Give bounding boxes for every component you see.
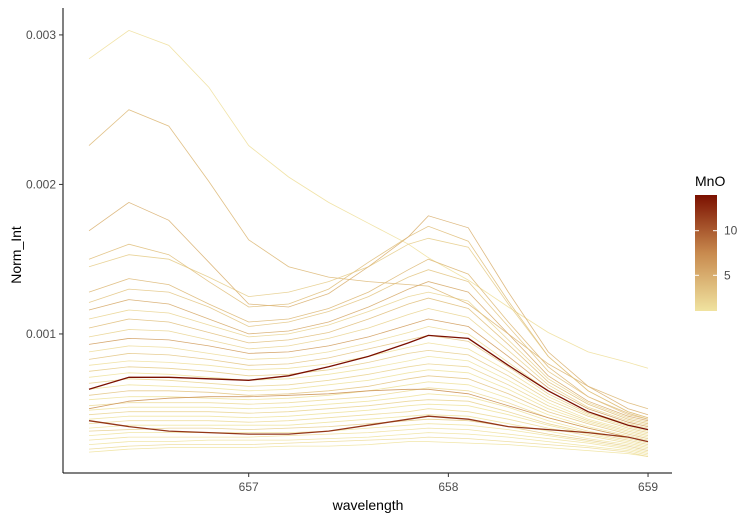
series-line-3 <box>88 225 649 419</box>
series-line-20 <box>88 375 649 439</box>
y-tick-label-1: 0.002 <box>26 177 56 191</box>
series-line-5 <box>88 258 649 420</box>
series-line-7 <box>88 281 649 422</box>
series-line-1 <box>88 109 649 410</box>
y-tick-label-0: 0.001 <box>26 327 56 341</box>
series-line-32 <box>88 427 649 454</box>
series-line-18 <box>88 363 649 436</box>
series-line-29 <box>88 414 649 450</box>
series-line-8 <box>88 291 649 423</box>
legend: MnO 5 10 <box>695 173 738 311</box>
series-line-17 <box>88 334 649 431</box>
x-tick-label-0: 657 <box>239 480 259 494</box>
series-line-15 <box>88 349 649 433</box>
series-line-10 <box>88 308 649 426</box>
series-line-26 <box>88 403 649 447</box>
series-lines <box>88 29 649 457</box>
series-line-9 <box>88 297 649 425</box>
x-tick-label-1: 658 <box>438 480 458 494</box>
series-line-28 <box>88 408 649 448</box>
x-axis-ticks: 657 658 659 <box>239 473 658 494</box>
series-line-0 <box>88 29 649 369</box>
series-line-14 <box>88 342 649 432</box>
series-line-34 <box>88 436 649 457</box>
series-line-27 <box>88 415 649 443</box>
series-line-2 <box>88 201 649 416</box>
legend-colorbar <box>695 195 717 311</box>
series-line-11 <box>88 318 649 427</box>
series-line-35 <box>88 441 649 457</box>
series-line-22 <box>88 388 649 442</box>
series-line-19 <box>88 369 649 438</box>
series-line-25 <box>88 399 649 445</box>
series-line-16 <box>88 355 649 435</box>
legend-ticks: 5 10 <box>695 224 738 282</box>
legend-tick-label-1: 10 <box>724 224 738 238</box>
series-line-31 <box>88 423 649 453</box>
series-line-13 <box>88 334 649 430</box>
y-axis-title: Norm_Int <box>8 226 24 284</box>
x-axis-title: wavelength <box>332 497 404 513</box>
y-tick-label-2: 0.003 <box>26 28 56 42</box>
series-line-24 <box>88 393 649 444</box>
series-line-6 <box>88 269 649 420</box>
x-tick-label-2: 659 <box>638 480 658 494</box>
legend-tick-label-0: 5 <box>724 268 731 282</box>
y-axis-ticks: 0.001 0.002 0.003 <box>26 28 63 341</box>
legend-title: MnO <box>695 173 725 189</box>
series-line-33 <box>88 432 649 456</box>
